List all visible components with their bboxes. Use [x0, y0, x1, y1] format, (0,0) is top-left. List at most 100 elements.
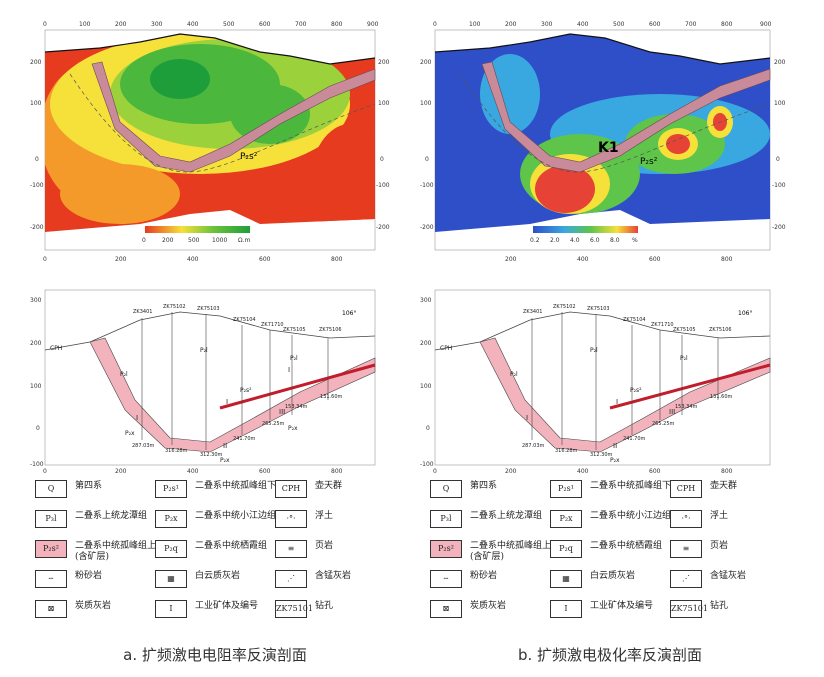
legend-swatch: ▦	[550, 570, 582, 588]
svg-text:100: 100	[469, 21, 481, 28]
svg-text:P₂l: P₂l	[510, 371, 518, 378]
legend-label: 二叠系上统龙潭组	[75, 511, 148, 521]
svg-text:100: 100	[30, 100, 42, 107]
polarizability-section-svg: K1 P₂s² 0.2 2.0 4.0 6.0 8.0 % 0 100 200 …	[420, 21, 786, 263]
svg-text:400: 400	[577, 256, 589, 263]
svg-text:800: 800	[721, 256, 733, 263]
svg-text:0: 0	[43, 21, 47, 28]
legend-swatch: Q	[35, 480, 67, 498]
svg-text:0: 0	[433, 468, 437, 475]
svg-text:106°: 106°	[738, 310, 752, 317]
legend-label: 二叠系上统龙潭组	[470, 511, 543, 521]
unit-label-b: P₂s²	[640, 157, 658, 167]
svg-text:II: II	[613, 442, 617, 450]
svg-text:300: 300	[420, 297, 432, 304]
svg-text:900: 900	[760, 21, 772, 28]
legend-swatch: ⋰	[670, 570, 702, 588]
legend-label: 二叠系中统栖霞组	[590, 541, 663, 551]
svg-text:500: 500	[188, 237, 200, 244]
fault-line	[69, 73, 376, 173]
svg-text:4.0: 4.0	[570, 237, 580, 244]
legend-label: 二叠系中统小江边组	[195, 511, 277, 521]
svg-text:CPH: CPH	[440, 345, 452, 352]
svg-text:ZK3401: ZK3401	[133, 309, 152, 315]
svg-text:ZK75102: ZK75102	[553, 304, 576, 310]
svg-text:III: III	[669, 408, 675, 416]
colorbar-polarizability	[533, 226, 638, 233]
ore-layer-band	[89, 337, 376, 453]
legend-swatch: P₂s¹	[550, 480, 582, 498]
legend-label: 第四系	[470, 481, 498, 491]
depth-labels: 287.03m 316.28m 312.30m 241.70m 265.25m …	[132, 394, 342, 458]
legend-swatch: P₂q	[550, 540, 582, 558]
svg-text:P₂s²: P₂s²	[240, 387, 252, 394]
svg-text:600: 600	[259, 21, 271, 28]
legend-label: 含锰灰岩	[710, 571, 747, 581]
legend-swatch: Q	[430, 480, 462, 498]
svg-text:700: 700	[295, 21, 307, 28]
svg-text:131.60m: 131.60m	[710, 394, 732, 400]
colorbar-resistivity	[145, 226, 250, 233]
legend-swatch: ⊠	[430, 600, 462, 618]
legend-swatch: P₂s¹	[155, 480, 187, 498]
legend-swatch: ╌	[430, 570, 462, 588]
svg-text:265.25m: 265.25m	[652, 421, 674, 427]
svg-text:200: 200	[115, 21, 127, 28]
legend-label: 工业矿体及编号	[195, 601, 259, 611]
svg-text:P₂x: P₂x	[125, 430, 135, 437]
colorbar-ticks-b: 0.2 2.0 4.0 6.0 8.0 %	[530, 237, 638, 244]
topography-line	[434, 33, 771, 65]
legend-a: Q 第四系 P₂s¹ 二叠系中统孤峰组下段 CPH 壶天群 P₃l 二叠系上统龙潭组 P₂x 二叠…	[35, 478, 395, 630]
svg-text:200: 200	[378, 59, 390, 66]
svg-text:400: 400	[187, 256, 199, 263]
svg-text:Ω.m: Ω.m	[238, 237, 250, 244]
legend-label: 二叠系中统小江边组	[590, 511, 672, 521]
topography-line	[44, 311, 376, 351]
svg-text:0: 0	[426, 425, 430, 432]
svg-text:100: 100	[79, 21, 91, 28]
svg-text:200: 200	[115, 256, 127, 263]
topography-line	[44, 33, 376, 65]
colorbar-ticks-a: 0 200 500 1000 Ω.m	[142, 237, 250, 244]
svg-text:200: 200	[420, 340, 432, 347]
legend-label: 二叠系中统孤峰组下段	[195, 481, 286, 491]
svg-text:153.34m: 153.34m	[675, 404, 697, 410]
svg-text:300: 300	[541, 21, 553, 28]
svg-text:100: 100	[30, 383, 42, 390]
legend-label: 二叠系中统孤峰组上段 (含矿层)	[470, 541, 561, 562]
svg-text:400: 400	[577, 21, 589, 28]
svg-text:600: 600	[649, 468, 661, 475]
svg-text:100: 100	[378, 100, 390, 107]
legend-swatch: ╌	[35, 570, 67, 588]
legend-swatch: CPH	[670, 480, 702, 498]
orebody-line	[219, 363, 376, 410]
legend-label: 含锰灰岩	[315, 571, 352, 581]
svg-text:P₂x: P₂x	[220, 457, 230, 464]
svg-text:ZK75105: ZK75105	[283, 327, 306, 333]
svg-text:ZK75102: ZK75102	[163, 304, 186, 310]
legend-label: 炭质灰岩	[470, 601, 507, 611]
svg-text:800: 800	[331, 256, 343, 263]
svg-text:400: 400	[187, 468, 199, 475]
svg-text:-100: -100	[420, 182, 434, 189]
geologic-section-a: ZK3401 ZK75102 ZK75103 ZK75104 ZK71710 Z…	[30, 289, 376, 475]
svg-text:800: 800	[721, 21, 733, 28]
svg-text:300: 300	[151, 21, 163, 28]
svg-text:P₂l: P₂l	[680, 355, 688, 362]
resistivity-section-svg: P₂s² 0 200 500 1000 Ω.m 0 100 200 300 40…	[30, 21, 390, 263]
svg-text:ZK75106: ZK75106	[709, 327, 732, 333]
svg-text:I: I	[616, 398, 618, 406]
svg-text:0: 0	[776, 156, 780, 163]
legend-label: 白云质灰岩	[195, 571, 241, 581]
svg-text:265.25m: 265.25m	[262, 421, 284, 427]
svg-text:%: %	[632, 237, 638, 244]
svg-text:400: 400	[187, 21, 199, 28]
ore-layer-band	[91, 61, 376, 173]
svg-text:-100: -100	[376, 182, 390, 189]
svg-text:8.0: 8.0	[610, 237, 620, 244]
svg-text:312.30m: 312.30m	[200, 452, 222, 458]
legend-swatch: I	[550, 600, 582, 618]
svg-text:200: 200	[30, 59, 42, 66]
legend-swatch: ·°·	[275, 510, 307, 528]
legend-label: 粉砂岩	[75, 571, 103, 581]
